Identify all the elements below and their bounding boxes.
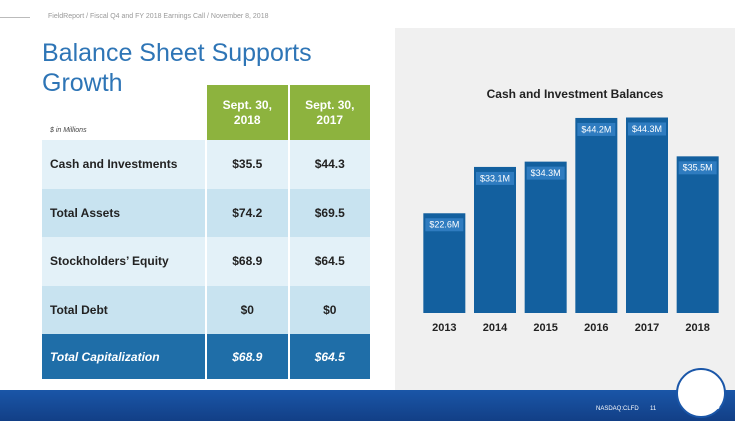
data-label: $35.5M [683, 163, 713, 173]
x-tick-label: 2013 [432, 322, 456, 334]
footer-bar [0, 390, 735, 421]
x-tick-label: 2017 [635, 322, 659, 334]
row-label: Total Capitalization [50, 349, 160, 364]
chart-title: Cash and Investment Balances [487, 87, 664, 101]
bar [474, 166, 516, 313]
page-number: 11 [650, 406, 657, 412]
table-header: $ in Millions Sept. 30, 2018 Sept. 30, 2… [42, 85, 370, 140]
data-label: $44.3M [632, 124, 662, 134]
table-body: Cash and Investments $35.5 $44.3 Total Asse… [42, 140, 370, 379]
label-box [425, 218, 464, 232]
table-value: $64.5 [287, 237, 371, 286]
table-value: $0 [205, 285, 288, 334]
label-box [577, 122, 616, 136]
unit-note: $ in Millions [50, 127, 87, 134]
row-label: Total Debt [50, 302, 108, 317]
data-label: $34.3M [531, 168, 561, 178]
x-tick-label: 2015 [533, 322, 557, 334]
row-label: Cash and Investments [50, 157, 178, 172]
label-box [526, 166, 565, 180]
decor-line [0, 17, 30, 18]
ticker: NASDAQ:CLFD [596, 406, 639, 412]
x-tick-label: 2014 [483, 322, 508, 334]
table-row: Stockholders’ Equity $68.9 $64.5 [42, 237, 370, 286]
row-label: Stockholders’ Equity [50, 254, 169, 269]
bar [676, 156, 719, 313]
bar [575, 117, 618, 313]
table: $ in Millions Sept. 30, 2018 Sept. 30, 2… [42, 85, 370, 379]
table-value: $69.5 [287, 188, 371, 237]
x-tick-label: 2018 [685, 322, 709, 334]
breadcrumb: FieldReport / Fiscal Q4 and FY 2018 Earn… [48, 13, 269, 20]
table-value: $68.9 [205, 334, 288, 379]
bar [524, 161, 567, 313]
chart: Cash and Investment Balances 2013 $22.6M 2… [423, 87, 719, 334]
table-value: $44.3 [287, 140, 371, 189]
column-header: Sept. 30, 2018 [205, 85, 288, 140]
data-label: $33.1M [480, 173, 510, 183]
column-header: Sept. 30, 2017 [287, 85, 370, 140]
logo-text: CLEARFIELD [688, 405, 720, 411]
slide-title: Balance Sheet Supports Growth [42, 39, 312, 97]
table-value: $68.9 [205, 237, 288, 286]
table-value: $0 [287, 285, 371, 334]
table-row: Total Debt $0 $0 [42, 285, 371, 334]
table-row: Total Assets $74.2 $69.5 [42, 188, 371, 237]
logo [676, 368, 726, 418]
label-box [476, 171, 514, 185]
table-value: $35.5 [205, 140, 288, 189]
table-value: $64.5 [287, 334, 371, 379]
table-value: $74.2 [205, 188, 288, 237]
data-label: $22.6M [429, 220, 459, 230]
table-row: Total Capitalization $68.9 $64.5 [42, 334, 370, 379]
table-row: Cash and Investments $35.5 $44.3 [42, 140, 370, 189]
x-tick-label: 2016 [584, 322, 608, 334]
label-box [678, 161, 717, 175]
row-label: Total Assets [50, 205, 121, 220]
data-label: $44.2M [581, 124, 611, 134]
label-box [628, 122, 666, 136]
bar [626, 117, 668, 314]
